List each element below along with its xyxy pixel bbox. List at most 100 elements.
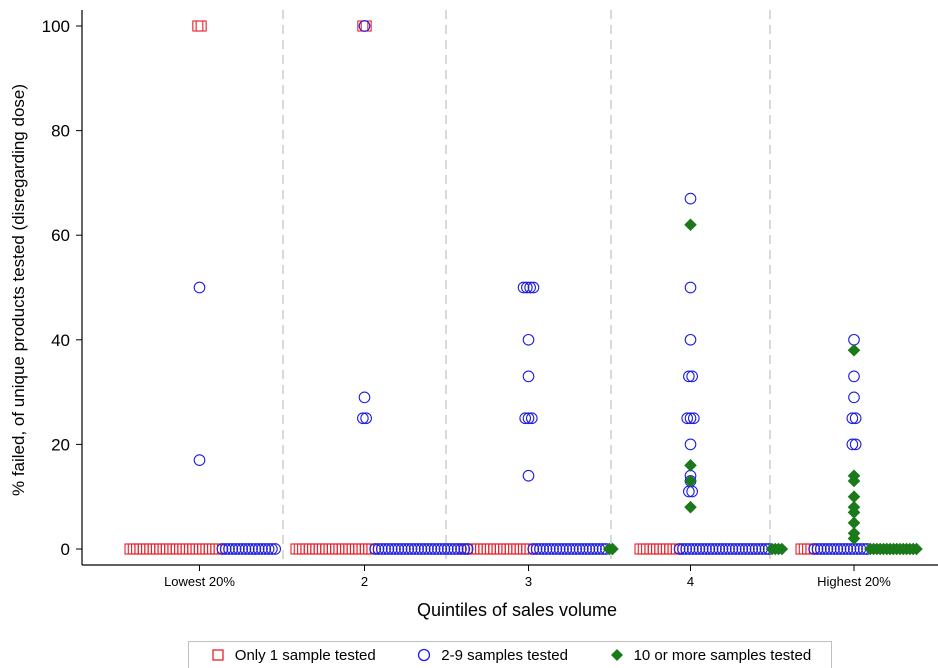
single-sample-point bbox=[303, 543, 315, 555]
multi-sample-point bbox=[246, 543, 258, 555]
multi-sample-point bbox=[519, 412, 532, 425]
single-sample-point bbox=[147, 543, 159, 555]
multi-sample-point bbox=[382, 543, 395, 555]
multi-sample-point bbox=[848, 370, 860, 383]
multi-sample-point bbox=[441, 543, 454, 555]
multi-sample-point bbox=[517, 281, 530, 294]
multi-sample-point bbox=[522, 370, 535, 383]
multi-sample-point bbox=[534, 543, 546, 555]
multi-sample-point bbox=[743, 543, 755, 555]
y-tick-label: 80 bbox=[51, 122, 70, 141]
multi-sample-point bbox=[677, 543, 689, 555]
multi-sample-point bbox=[525, 412, 538, 425]
single-sample-point bbox=[504, 543, 516, 555]
single-sample-point bbox=[647, 543, 659, 555]
single-sample-point bbox=[802, 543, 814, 555]
multi-sample-point bbox=[710, 543, 722, 555]
single-sample-point bbox=[190, 543, 202, 555]
multi-sample-point bbox=[814, 543, 827, 555]
multi-sample-point bbox=[524, 281, 537, 294]
multi-sample-point bbox=[252, 543, 265, 555]
multi-sample-point bbox=[547, 543, 559, 555]
single-sample-point bbox=[343, 543, 355, 555]
legend: Only 1 sample tested 2-9 samples tested … bbox=[188, 641, 832, 668]
single-sample-point bbox=[206, 543, 219, 555]
single-sample-point bbox=[488, 543, 500, 555]
single-sample-point bbox=[664, 543, 676, 555]
y-tick-label: 20 bbox=[51, 435, 70, 454]
single-sample-point bbox=[316, 543, 328, 555]
multi-sample-point bbox=[399, 543, 411, 555]
legend-label-many: 10 or more samples tested bbox=[633, 646, 812, 664]
single-sample-point bbox=[140, 543, 153, 555]
single-sample-point bbox=[650, 543, 663, 555]
multi-sample-point bbox=[520, 281, 533, 294]
multi-sample-point bbox=[553, 543, 566, 555]
multi-sample-point bbox=[435, 543, 448, 555]
multi-sample-point bbox=[392, 543, 405, 555]
multi-sample-point bbox=[448, 543, 461, 555]
multi-sample-point bbox=[425, 543, 438, 555]
multi-sample-point bbox=[684, 281, 697, 294]
legend-item-single: Only 1 sample tested bbox=[209, 646, 376, 664]
single-sample-point bbox=[491, 543, 503, 555]
single-sample-point bbox=[798, 543, 810, 555]
single-sample-point bbox=[150, 543, 162, 555]
multi-sample-point bbox=[422, 543, 434, 555]
multi-sample-point bbox=[567, 543, 579, 555]
single-sample-point bbox=[192, 20, 204, 32]
multi-sample-point bbox=[527, 543, 540, 555]
multi-sample-point bbox=[543, 543, 556, 555]
multi-sample-point bbox=[262, 543, 275, 555]
multi-sample-point bbox=[405, 543, 418, 555]
multi-sample-point bbox=[849, 412, 862, 425]
multi-sample-point bbox=[428, 543, 441, 555]
multi-sample-point bbox=[684, 438, 697, 451]
single-sample-point bbox=[660, 543, 672, 555]
y-tick-label: 60 bbox=[51, 226, 70, 245]
single-sample-point bbox=[170, 543, 182, 555]
multi-sample-point bbox=[686, 543, 699, 555]
multi-sample-point bbox=[432, 543, 444, 555]
single-sample-point bbox=[323, 543, 335, 555]
single-sample-point bbox=[326, 543, 338, 555]
multi-sample-point bbox=[550, 543, 563, 555]
multi-sample-point bbox=[560, 543, 573, 555]
multi-sample-point bbox=[811, 543, 824, 555]
single-sample-point bbox=[320, 543, 332, 555]
multi-sample-point bbox=[719, 543, 732, 555]
multi-sample-point bbox=[236, 543, 249, 555]
multi-sample-point bbox=[580, 543, 592, 555]
multi-sample-point bbox=[683, 543, 696, 555]
multi-sample-point bbox=[408, 543, 421, 555]
multi-sample-point bbox=[848, 333, 860, 346]
single-sample-point bbox=[137, 543, 149, 555]
single-sample-point bbox=[654, 543, 666, 555]
single-sample-point bbox=[478, 543, 490, 555]
multi-sample-point bbox=[838, 543, 850, 555]
multi-sample-point bbox=[713, 543, 726, 555]
multi-sample-point bbox=[375, 543, 388, 555]
single-sample-point bbox=[474, 543, 487, 555]
multi-sample-point bbox=[752, 543, 765, 555]
single-sample-point bbox=[160, 543, 172, 555]
single-sample-point bbox=[634, 543, 646, 555]
multi-sample-point bbox=[451, 543, 464, 555]
multi-sample-point bbox=[522, 333, 535, 346]
many-sample-point bbox=[847, 343, 861, 357]
multi-sample-point bbox=[684, 192, 697, 205]
scatter-chart: 0 20 40 60 80 100 Lowest 20% 2 3 4 Highest 20% % … bbox=[9, 10, 938, 620]
single-sample-point bbox=[180, 543, 192, 555]
multi-sample-point bbox=[402, 543, 415, 555]
single-sample-point bbox=[641, 543, 653, 555]
legend-label-single: Only 1 sample tested bbox=[234, 646, 376, 664]
hollow-circle-icon bbox=[418, 648, 431, 662]
multi-sample-point bbox=[458, 543, 471, 555]
single-sample-point bbox=[468, 543, 480, 555]
x-tick-label: Lowest 20% bbox=[164, 574, 235, 589]
multi-sample-point bbox=[690, 543, 702, 555]
single-sample-point bbox=[134, 543, 146, 555]
single-sample-point bbox=[193, 543, 205, 555]
multi-sample-point bbox=[530, 543, 543, 555]
single-sample-point bbox=[514, 543, 526, 555]
